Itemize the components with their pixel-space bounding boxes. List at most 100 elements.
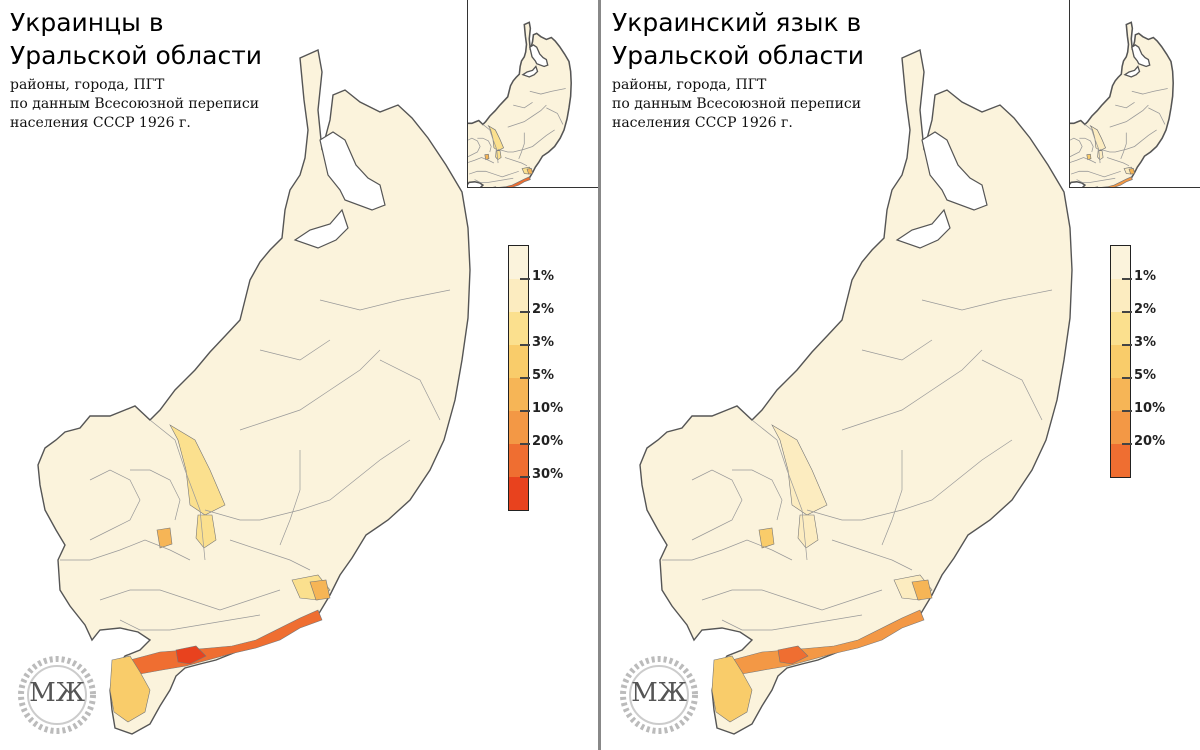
district-border (1131, 88, 1168, 95)
district-border (1084, 124, 1101, 164)
legend-label: 10% (532, 401, 564, 416)
taz-bay (1123, 65, 1141, 78)
district-border (1076, 177, 1116, 183)
district-border (1070, 137, 1083, 158)
district-border (1099, 129, 1157, 153)
district-border (477, 137, 492, 153)
district-border (229, 539, 311, 571)
district-kamyshlov (1097, 150, 1104, 161)
district-southern-strip (1101, 176, 1133, 187)
legend-swatch (509, 411, 528, 444)
district-border (1106, 157, 1130, 167)
district-border (518, 132, 525, 160)
district-border (239, 349, 381, 431)
legend-color-scale (1110, 245, 1131, 478)
legend-label: 30% (532, 467, 564, 482)
district-border (721, 614, 863, 631)
legend-tick (1122, 377, 1132, 379)
panel-divider (598, 0, 601, 750)
district-kamyshlov (495, 150, 502, 161)
legend-swatch (509, 345, 528, 378)
legend-label: 2% (1134, 302, 1157, 317)
legend-tick (520, 476, 530, 478)
oblast-map (37, 48, 471, 735)
legend-swatch (1111, 345, 1130, 378)
legend-swatch (1111, 246, 1130, 279)
wreath-inner-ring (27, 665, 87, 725)
district-border (1148, 107, 1166, 125)
legend-label: 5% (532, 368, 555, 383)
district-troitsk (175, 645, 207, 665)
ob-bay (319, 131, 386, 211)
district-border (149, 419, 206, 561)
district-border (1109, 104, 1149, 128)
district-border (204, 439, 411, 521)
district-border (1079, 137, 1094, 153)
legend-tick (520, 377, 530, 379)
legend-swatch (509, 312, 528, 345)
legend-tick (1122, 311, 1132, 313)
district-border (468, 157, 495, 164)
ob-bay (529, 44, 549, 68)
district-border (751, 419, 808, 561)
district-border (119, 614, 261, 631)
district-border (99, 589, 281, 611)
district-border (691, 469, 743, 541)
legend-swatch (509, 279, 528, 312)
district-southern-strip (499, 176, 531, 187)
district-kurgan (711, 655, 753, 723)
taz-bay (293, 208, 349, 249)
district-border (482, 124, 499, 164)
legend-tick (1122, 443, 1132, 445)
district-border (981, 359, 1043, 421)
district-border (841, 349, 983, 431)
legend-swatch (1111, 411, 1130, 444)
district-border (507, 104, 547, 128)
oblast-territory (639, 48, 1073, 735)
legend-tick (520, 278, 530, 280)
district-border (732, 469, 783, 521)
legend-tick (1122, 410, 1132, 412)
inset-overview-map (1069, 0, 1200, 188)
oblast-map (639, 48, 1073, 735)
district-irbit-west (156, 527, 173, 549)
legend-color-scale (508, 245, 529, 511)
map-title: Украинский язык в Уральской области (612, 8, 865, 70)
legend-label: 10% (1134, 401, 1166, 416)
district-border (546, 107, 564, 125)
district-border (1070, 157, 1097, 164)
legend-swatch (1111, 312, 1130, 345)
district-border (474, 177, 514, 183)
district-border (513, 102, 533, 109)
district-border (662, 539, 793, 561)
district-border (1120, 132, 1127, 160)
wreath-ring (18, 656, 96, 734)
district-border (861, 339, 933, 361)
district-border (529, 88, 566, 95)
legend-label: 20% (532, 434, 564, 449)
logo-monogram: МЖ (29, 678, 85, 708)
author-logo: МЖ (616, 652, 702, 738)
legend-swatch (1111, 279, 1130, 312)
legend-label: 3% (1134, 335, 1157, 350)
legend-label: 1% (532, 269, 555, 284)
district-irbit-west (758, 527, 775, 549)
legend-swatch (509, 378, 528, 411)
district-border (279, 450, 301, 546)
legend-tick (520, 443, 530, 445)
map-panel-ukrainians: Украинцы в Уральской области районы, гор… (0, 0, 598, 750)
district-border (1115, 102, 1135, 109)
district-border (497, 129, 555, 153)
district-kurgan (109, 655, 151, 723)
district-border (60, 539, 191, 561)
district-border (831, 539, 913, 571)
district-border (89, 469, 141, 541)
legend-label: 5% (1134, 368, 1157, 383)
district-irbit-west (484, 153, 490, 161)
district-border (1070, 170, 1121, 178)
wreath-ring (620, 656, 698, 734)
ob-bay (1131, 44, 1151, 68)
map-title: Украинцы в Уральской области (10, 8, 263, 70)
district-troitsk (777, 645, 809, 665)
map-panel-ukrainian-language: Украинский язык в Уральской области райо… (602, 0, 1200, 750)
